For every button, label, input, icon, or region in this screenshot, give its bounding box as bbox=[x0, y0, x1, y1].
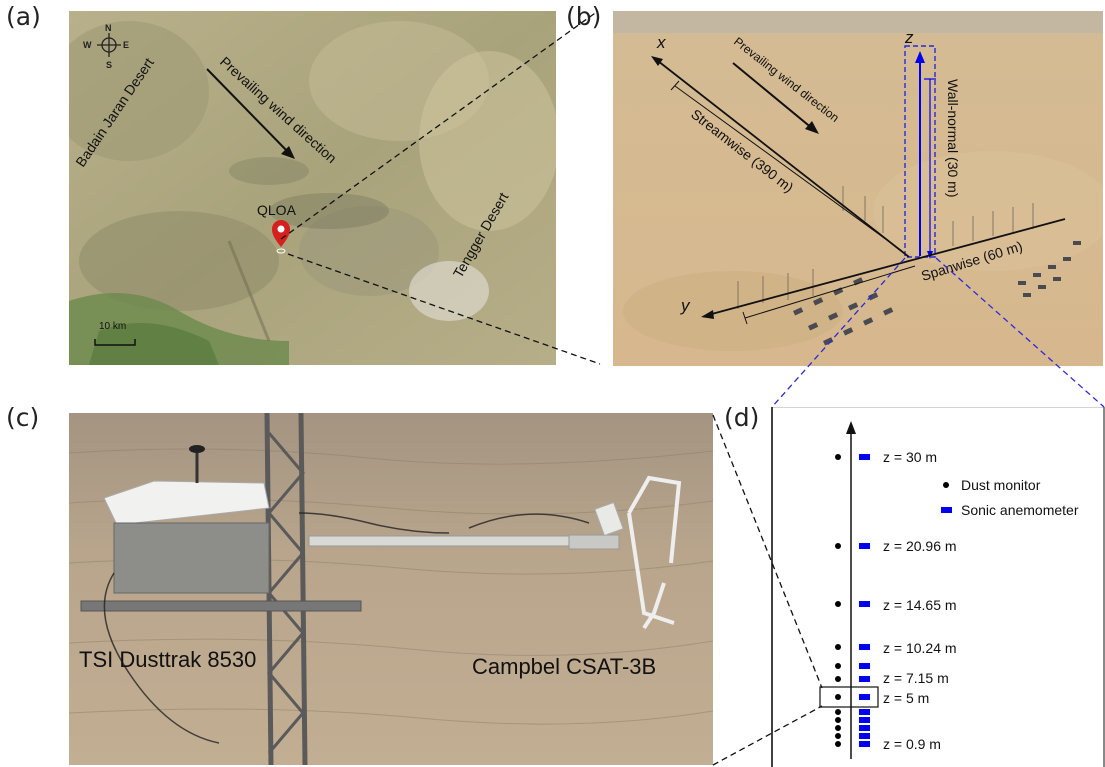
dust-monitor bbox=[835, 741, 841, 747]
compass-s: S bbox=[106, 60, 112, 70]
dust-monitor bbox=[835, 709, 841, 715]
scale-label: 10 km bbox=[99, 321, 126, 332]
legend-sonic-marker bbox=[941, 507, 952, 513]
map-wind-arrow bbox=[206, 68, 295, 159]
dust-monitor bbox=[835, 543, 841, 549]
connector-a-b-top bbox=[280, 10, 599, 240]
z5-highlight-box bbox=[819, 686, 879, 708]
legend-dust-marker bbox=[943, 482, 949, 488]
sonic-anemometer bbox=[859, 717, 870, 723]
aerial-wind-arrow bbox=[732, 62, 814, 130]
dust-monitor-markers bbox=[835, 454, 841, 747]
legend-sonic-label: Sonic anemometer bbox=[961, 502, 1079, 518]
height-label-30: z = 30 m bbox=[883, 449, 937, 465]
aerial-photo-graphic: x y z Prevailing wind direction Streamwi… bbox=[613, 11, 1103, 366]
mast-arrow-icon bbox=[846, 421, 856, 434]
panel-b-label: (b) bbox=[566, 2, 602, 31]
qloa-label: QLOA bbox=[257, 202, 297, 218]
height-label-5: z = 5 m bbox=[883, 690, 929, 706]
compass-e: E bbox=[123, 40, 129, 50]
height-label-14-65: z = 14.65 m bbox=[883, 597, 957, 613]
dust-monitor bbox=[835, 676, 841, 682]
aerial-photo: x y z Prevailing wind direction Streamwi… bbox=[613, 11, 1103, 366]
sonic-anemometer bbox=[859, 676, 870, 682]
axis-z-label: z bbox=[904, 28, 914, 47]
dusttrak-box bbox=[113, 522, 270, 594]
compass-icon: N S E W bbox=[83, 23, 129, 70]
height-label-10-24: z = 10.24 m bbox=[883, 640, 957, 656]
instrument-photo: TSI Dusttrak 8530 Campbel CSAT-3B bbox=[69, 413, 713, 765]
sonic-anemometer bbox=[859, 663, 870, 669]
tsi-label: TSI Dusttrak 8530 bbox=[79, 647, 256, 672]
panel-a-label: (a) bbox=[6, 2, 41, 31]
dust-monitor bbox=[835, 733, 841, 739]
connector-c-d-top bbox=[712, 414, 823, 689]
sonic-anemometer bbox=[859, 601, 870, 607]
satellite-map-graphic: N S E W Badain Jaran Desert Prevailing w… bbox=[69, 11, 556, 365]
sonic-anemometer bbox=[859, 694, 870, 700]
height-label-7-15: z = 7.15 m bbox=[883, 670, 949, 686]
connector-b-d-right bbox=[935, 257, 1105, 408]
legend-dust-label: Dust monitor bbox=[961, 477, 1041, 493]
sonic-anemometer bbox=[859, 543, 870, 549]
connector-b-d-left bbox=[771, 257, 906, 408]
sonic-anemometer-markers bbox=[859, 454, 870, 747]
panel-d-label: (d) bbox=[724, 403, 760, 432]
dust-monitor bbox=[835, 454, 841, 460]
gps-antenna-icon bbox=[189, 445, 205, 453]
panel-c-label: (c) bbox=[6, 403, 40, 432]
dusttrak-lid bbox=[103, 480, 270, 526]
dust-monitor bbox=[835, 601, 841, 607]
sonic-anemometer bbox=[859, 454, 870, 460]
dust-monitor bbox=[835, 694, 841, 700]
instrument-photo-graphic: TSI Dusttrak 8530 Campbel CSAT-3B bbox=[69, 413, 713, 765]
dust-monitor bbox=[835, 644, 841, 650]
streamwise-axis bbox=[657, 60, 910, 258]
sonic-anemometer bbox=[859, 644, 870, 650]
height-label-0-9: z = 0.9 m bbox=[883, 736, 941, 752]
wall-normal-label: Wall-normal (30 m) bbox=[945, 79, 961, 198]
tower-schematic: z = 30 m z = 20.96 m z = 14.65 m z = 10.… bbox=[771, 407, 1105, 767]
height-label-20-96: z = 20.96 m bbox=[883, 538, 957, 554]
tower-dashed-box bbox=[904, 45, 936, 258]
dust-monitor bbox=[835, 725, 841, 731]
dust-monitor bbox=[835, 663, 841, 669]
sonic-anemometer bbox=[859, 725, 870, 731]
legend: Dust monitor Sonic anemometer bbox=[941, 477, 1079, 518]
connector-a-b-bottom bbox=[287, 253, 601, 365]
axis-y-label: y bbox=[680, 296, 691, 315]
sonic-anemometer bbox=[859, 733, 870, 739]
compass-n: N bbox=[105, 23, 112, 33]
spanwise-axis bbox=[707, 218, 1066, 316]
campbel-label: Campbel CSAT-3B bbox=[472, 654, 656, 679]
sonic-anemometer bbox=[859, 709, 870, 715]
sonic-anemometer bbox=[859, 741, 870, 747]
dust-monitor bbox=[835, 717, 841, 723]
location-pin-icon bbox=[272, 220, 290, 254]
satellite-map: N S E W Badain Jaran Desert Prevailing w… bbox=[69, 11, 556, 365]
connector-c-d-bottom bbox=[712, 705, 823, 766]
scale-bar bbox=[94, 339, 136, 346]
compass-w: W bbox=[83, 40, 92, 50]
csat-sensor bbox=[627, 475, 682, 630]
axis-x-label: x bbox=[656, 33, 666, 52]
